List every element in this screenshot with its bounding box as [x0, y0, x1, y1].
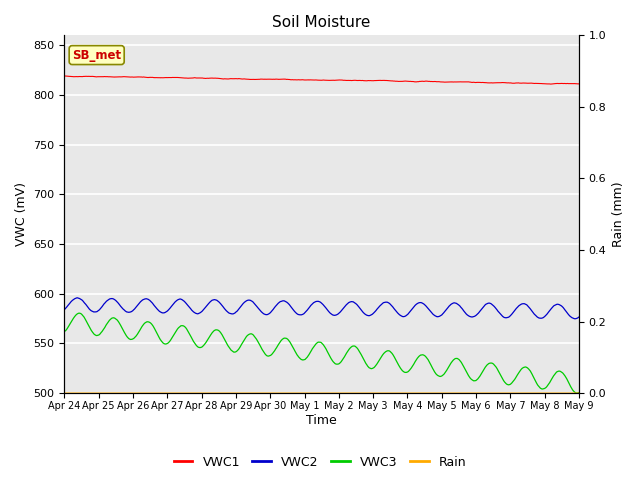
Rain — [575, 390, 583, 396]
Rain — [61, 390, 68, 396]
X-axis label: Time: Time — [307, 414, 337, 427]
VWC3 — [402, 370, 410, 375]
Y-axis label: VWC (mV): VWC (mV) — [15, 182, 28, 246]
VWC2 — [233, 309, 241, 314]
VWC1 — [547, 81, 554, 87]
VWC1 — [233, 76, 241, 82]
VWC1 — [515, 80, 522, 86]
Line: VWC1: VWC1 — [65, 76, 579, 84]
VWC3 — [175, 324, 183, 330]
VWC2 — [74, 295, 81, 300]
Rain — [163, 390, 170, 396]
VWC2 — [61, 307, 68, 312]
VWC2 — [163, 309, 170, 314]
VWC2 — [515, 303, 522, 309]
Legend: VWC1, VWC2, VWC3, Rain: VWC1, VWC2, VWC3, Rain — [169, 451, 471, 474]
Line: VWC2: VWC2 — [65, 298, 579, 319]
VWC2 — [572, 316, 579, 322]
Text: SB_met: SB_met — [72, 48, 121, 61]
Rain — [514, 390, 522, 396]
VWC3 — [61, 328, 68, 334]
VWC3 — [163, 341, 170, 347]
VWC2 — [402, 313, 410, 319]
VWC3 — [469, 377, 477, 383]
VWC3 — [575, 390, 583, 396]
VWC1 — [402, 78, 410, 84]
VWC1 — [61, 73, 68, 79]
VWC3 — [233, 348, 241, 354]
VWC1 — [163, 75, 170, 81]
VWC3 — [515, 371, 522, 377]
VWC3 — [573, 390, 581, 396]
VWC2 — [469, 314, 477, 320]
Rain — [468, 390, 476, 396]
VWC1 — [575, 81, 583, 87]
VWC2 — [575, 314, 583, 320]
Line: VWC3: VWC3 — [65, 313, 579, 393]
VWC1 — [469, 80, 477, 85]
VWC3 — [76, 310, 83, 316]
Rain — [232, 390, 240, 396]
Y-axis label: Rain (mm): Rain (mm) — [612, 181, 625, 247]
VWC2 — [175, 296, 183, 302]
Rain — [175, 390, 182, 396]
Title: Soil Moisture: Soil Moisture — [273, 15, 371, 30]
VWC1 — [61, 73, 69, 79]
Rain — [401, 390, 409, 396]
VWC1 — [175, 75, 183, 81]
